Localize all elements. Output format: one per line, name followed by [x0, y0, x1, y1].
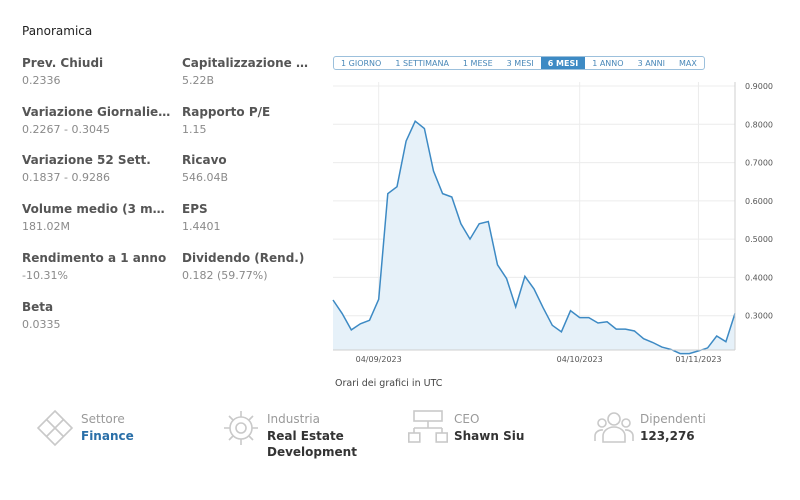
stat-eps: EPS 1.4401	[182, 202, 332, 233]
stat-value: 5.22B	[182, 74, 215, 87]
stat-value: 0.0335	[22, 318, 61, 331]
y-tick-label: 0.5000	[745, 235, 773, 244]
stat-label: Beta	[22, 300, 54, 314]
stat-label: EPS	[182, 202, 208, 216]
stat-beta: Beta 0.0335	[22, 300, 172, 331]
stat-value: 0.2267 - 0.3045	[22, 123, 110, 136]
stat-dividend: Dividendo (Rend.) 0.182 (59.77%)	[182, 251, 332, 282]
x-tick-label: 01/11/2023	[675, 355, 721, 364]
tab-1-day[interactable]: 1 GIORNO	[341, 59, 382, 68]
y-tick-label: 0.3000	[745, 312, 773, 321]
stat-value: 1.15	[182, 123, 207, 136]
feature-value: Shawn Siu	[454, 429, 525, 443]
stat-label: Rapporto P/E	[182, 105, 271, 119]
y-tick-label: 0.6000	[745, 197, 773, 206]
stat-label: Variazione 52 Sett.	[22, 153, 151, 167]
feature-label: Settore	[81, 412, 125, 426]
people-icon	[594, 412, 634, 443]
price-chart[interactable]: 0.9000 0.8000 0.7000 0.6000 0.5000 0.4000 0.30…	[330, 82, 780, 372]
feature-label: Dipendenti	[640, 412, 706, 426]
sector-link[interactable]: Finance	[81, 429, 134, 443]
overview-title: Panoramica	[22, 24, 93, 38]
stat-avg-volume: Volume medio (3 mesi) 181.02M	[22, 202, 172, 233]
chart-timezone-note: Orari dei grafici in UTC	[335, 378, 443, 389]
tab-3-months[interactable]: 3 MESI	[506, 59, 534, 68]
stat-label: Prev. Chiudi	[22, 56, 104, 70]
feature-label: Industria	[267, 412, 320, 426]
diamond-icon	[36, 409, 74, 447]
stat-value: 1.4401	[182, 220, 221, 233]
tab-1-year[interactable]: 1 ANNO	[592, 59, 624, 68]
price-area	[333, 121, 735, 354]
feature-value: 123,276	[640, 429, 695, 443]
range-tabs: 1 GIORNO 1 SETTIMANA 1 MESE 3 MESI 6 MES…	[333, 56, 705, 70]
stat-value: 0.1837 - 0.9286	[22, 171, 110, 184]
y-tick-label: 0.8000	[745, 120, 773, 129]
stat-value: 546.04B	[182, 171, 229, 184]
stat-market-cap: Capitalizzazione di … 5.22B	[182, 56, 308, 87]
feature-label: CEO	[454, 412, 480, 426]
y-tick-label: 0.4000	[745, 273, 773, 282]
tab-1-week[interactable]: 1 SETTIMANA	[395, 59, 449, 68]
stat-value: 0.2336	[22, 74, 61, 87]
stat-1y-return: Rendimento a 1 anno -10.31%	[22, 251, 172, 282]
stat-value: -10.31%	[22, 269, 68, 282]
stat-pe-ratio: Rapporto P/E 1.15	[182, 105, 332, 136]
stat-label: Capitalizzazione di …	[182, 56, 308, 70]
stat-value: 181.02M	[22, 220, 70, 233]
stat-label: Variazione Giornaliera	[22, 105, 172, 119]
y-tick-label: 0.7000	[745, 159, 773, 168]
stat-52-week-range: Variazione 52 Sett. 0.1837 - 0.9286	[22, 153, 172, 184]
stat-label: Rendimento a 1 anno	[22, 251, 167, 265]
org-chart-icon	[408, 410, 448, 443]
x-tick-label: 04/09/2023	[356, 355, 402, 364]
stat-label: Volume medio (3 mesi)	[22, 202, 172, 216]
stat-label: Dividendo (Rend.)	[182, 251, 305, 265]
stat-daily-range: Variazione Giornaliera 0.2267 - 0.3045	[22, 105, 172, 136]
y-tick-label: 0.9000	[745, 82, 773, 91]
tab-1-month[interactable]: 1 MESE	[462, 59, 493, 68]
stat-value: 0.182 (59.77%)	[182, 269, 268, 282]
tab-3-years[interactable]: 3 ANNI	[637, 59, 666, 68]
stat-prev-close: Prev. Chiudi 0.2336	[22, 56, 172, 87]
price-line	[332, 120, 736, 355]
stat-label: Ricavo	[182, 153, 227, 167]
feature-value: Real Estate Development	[267, 429, 357, 459]
tab-6-months[interactable]: 6 MESI	[540, 57, 586, 69]
tab-max[interactable]: MAX	[679, 59, 697, 68]
x-tick-label: 04/10/2023	[557, 355, 603, 364]
gear-icon	[224, 411, 258, 445]
stat-revenue: Ricavo 546.04B	[182, 153, 332, 184]
